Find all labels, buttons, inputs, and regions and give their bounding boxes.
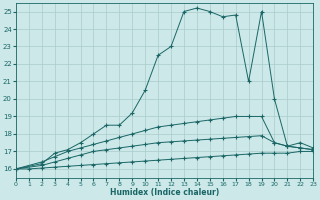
X-axis label: Humidex (Indice chaleur): Humidex (Indice chaleur) <box>110 188 219 197</box>
